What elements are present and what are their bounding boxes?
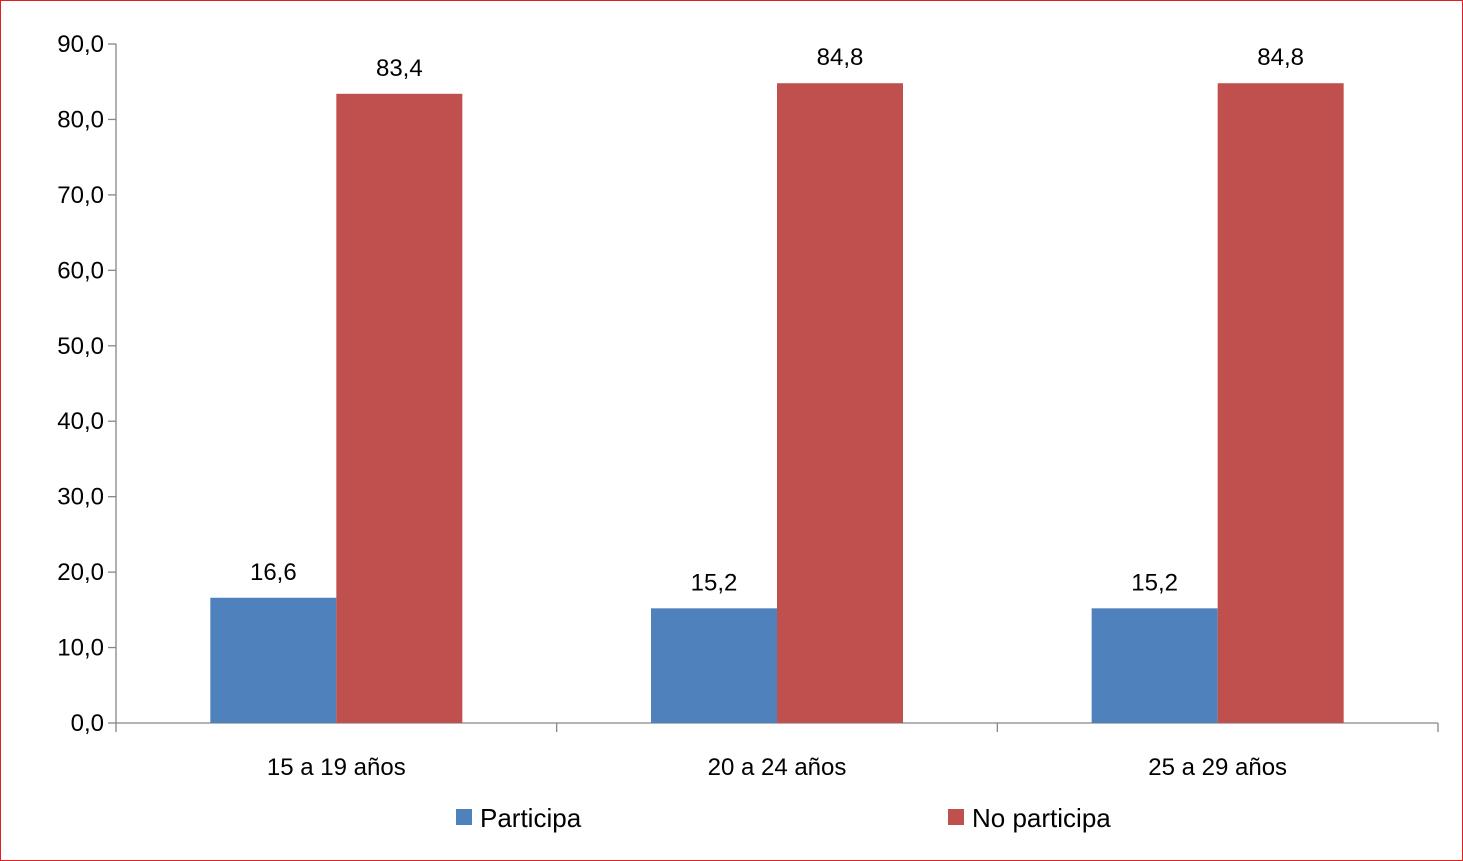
y-tick-label: 50,0 — [57, 333, 104, 360]
data-label: 16,6 — [250, 559, 297, 586]
y-tick-label: 80,0 — [57, 106, 104, 133]
data-label: 83,4 — [376, 55, 423, 82]
bar-participa — [210, 597, 337, 723]
x-tick-label: 15 a 19 años — [267, 754, 406, 781]
x-tick-label: 25 a 29 años — [1148, 754, 1287, 781]
y-tick-label: 30,0 — [57, 484, 104, 511]
y-tick-label: 40,0 — [57, 408, 104, 435]
data-label: 15,2 — [1131, 569, 1178, 596]
y-tick-label: 10,0 — [57, 635, 104, 662]
legend-label: No participa — [972, 803, 1111, 833]
y-tick-label: 20,0 — [57, 559, 104, 586]
legend-label: Participa — [480, 803, 582, 833]
data-label: 84,8 — [1257, 44, 1304, 71]
x-tick-label: 20 a 24 años — [708, 754, 847, 781]
bar-participa — [651, 608, 777, 723]
y-tick-label: 0,0 — [71, 710, 104, 737]
y-tick-label: 90,0 — [57, 31, 104, 58]
y-tick-label: 70,0 — [57, 182, 104, 209]
y-tick-label: 60,0 — [57, 257, 104, 284]
bar-no-participa — [336, 93, 463, 723]
bar-no-participa — [777, 83, 903, 724]
legend-swatch — [456, 809, 472, 825]
data-label: 15,2 — [691, 569, 738, 596]
legend-swatch — [948, 809, 964, 825]
bar-no-participa — [1217, 83, 1344, 724]
bar-participa — [1091, 608, 1218, 723]
data-label: 84,8 — [817, 44, 864, 71]
